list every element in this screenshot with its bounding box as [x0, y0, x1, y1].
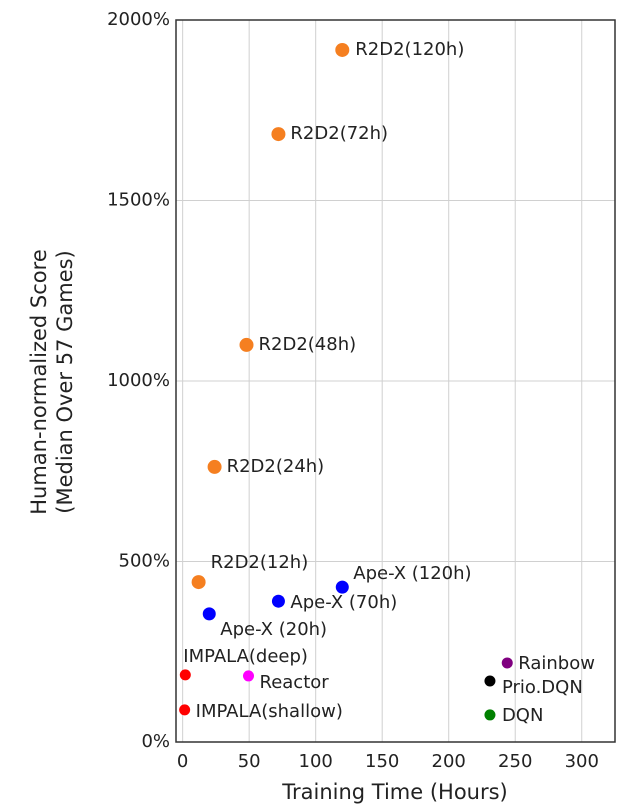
point-label: Ape-X (120h) — [353, 563, 471, 584]
point — [271, 127, 286, 142]
point — [484, 709, 496, 721]
point-label: Rainbow — [518, 653, 595, 674]
point-label: DQN — [502, 705, 544, 726]
point-label: IMPALA(shallow) — [196, 701, 343, 722]
point-label: R2D2(12h) — [211, 552, 309, 573]
point — [179, 669, 191, 681]
point-label: R2D2(120h) — [355, 39, 464, 60]
plot-frame — [175, 19, 616, 743]
y-axis-label: Human-normalized Score — [27, 249, 51, 515]
y-tick-label: 2000% — [107, 9, 170, 30]
x-tick-label: 100 — [299, 751, 333, 772]
point — [501, 657, 513, 669]
point — [484, 675, 496, 687]
y-axis-label: (Median Over 57 Games) — [53, 250, 77, 513]
x-tick-label: 0 — [177, 751, 188, 772]
point — [207, 459, 222, 474]
y-tick-label: 500% — [119, 551, 170, 572]
point-label: Reactor — [260, 672, 330, 693]
point — [191, 575, 206, 590]
point-label: Ape-X (70h) — [290, 592, 397, 613]
point-label: Ape-X (20h) — [220, 619, 327, 640]
point-label: R2D2(24h) — [227, 456, 325, 477]
y-tick-label: 1000% — [107, 370, 170, 391]
x-tick-label: 250 — [498, 751, 532, 772]
x-tick-label: 150 — [365, 751, 399, 772]
y-tick-label: 1500% — [107, 190, 170, 211]
point-label: R2D2(72h) — [290, 123, 388, 144]
point — [335, 580, 349, 594]
point — [202, 607, 216, 621]
x-tick-label: 200 — [432, 751, 466, 772]
point-label: R2D2(48h) — [259, 334, 357, 355]
y-tick-label: 0% — [141, 731, 170, 752]
point — [239, 337, 254, 352]
x-tick-label: 50 — [238, 751, 261, 772]
point-label: Prio.DQN — [502, 677, 583, 698]
x-axis-label: Training Time (Hours) — [281, 780, 508, 804]
point — [271, 594, 285, 608]
point — [243, 670, 255, 682]
point — [179, 704, 191, 716]
point — [335, 42, 350, 57]
x-tick-label: 300 — [565, 751, 599, 772]
point-label: IMPALA(deep) — [183, 646, 308, 667]
